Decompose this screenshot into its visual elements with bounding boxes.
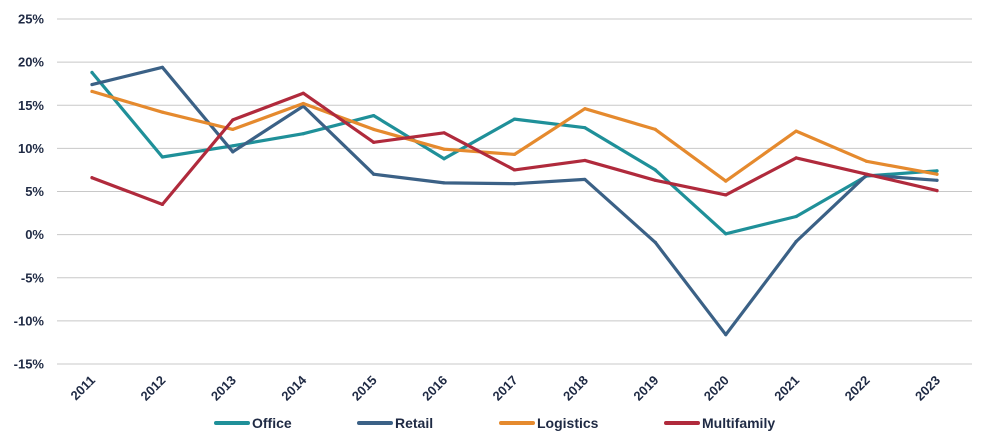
data-point-office bbox=[442, 157, 446, 161]
data-point-logistics bbox=[90, 89, 94, 94]
y-tick-label: -10% bbox=[14, 313, 45, 328]
legend-label: Retail bbox=[395, 415, 433, 431]
x-tick-label: 2011 bbox=[68, 373, 99, 404]
grid-layer bbox=[57, 18, 972, 365]
data-point-office bbox=[583, 126, 587, 130]
data-point-office bbox=[90, 70, 94, 75]
data-point-office bbox=[794, 214, 798, 219]
x-axis-ticks: 2011 2012 2013 2014 2015 2016 2017 2018 2019 2020… bbox=[68, 372, 944, 404]
series-multifamily bbox=[90, 91, 939, 207]
data-point-multifamily bbox=[90, 176, 94, 180]
data-point-multifamily bbox=[512, 168, 517, 172]
data-point-logistics bbox=[372, 127, 376, 131]
data-point-office bbox=[653, 168, 657, 172]
data-point-multifamily bbox=[442, 131, 446, 135]
data-point-office bbox=[301, 132, 305, 136]
data-point-multifamily bbox=[583, 158, 587, 163]
data-point-multifamily bbox=[864, 172, 869, 176]
data-point-retail bbox=[724, 333, 728, 337]
data-point-office bbox=[372, 114, 376, 118]
legend-item-logistics: Logistics bbox=[499, 415, 599, 431]
x-tick-label: 2020 bbox=[701, 373, 732, 404]
x-tick-label: 2021 bbox=[771, 373, 802, 404]
legend: Office Retail Logistics Multifamily bbox=[214, 415, 775, 431]
data-point-retail bbox=[794, 239, 798, 244]
data-point-multifamily bbox=[794, 156, 798, 160]
y-tick-label: -5% bbox=[21, 270, 45, 285]
data-point-retail bbox=[160, 65, 165, 69]
y-tick-label: 20% bbox=[18, 55, 44, 70]
x-tick-label: 2014 bbox=[278, 372, 310, 404]
data-point-logistics bbox=[794, 129, 798, 133]
data-point-multifamily bbox=[301, 91, 305, 95]
x-tick-label: 2023 bbox=[912, 373, 943, 404]
data-point-logistics bbox=[583, 107, 587, 111]
series-office bbox=[90, 70, 939, 236]
data-point-multifamily bbox=[160, 202, 165, 207]
series-line-retail bbox=[90, 65, 939, 337]
data-point-logistics bbox=[160, 110, 165, 114]
x-tick-label: 2022 bbox=[842, 373, 873, 404]
x-tick-label: 2017 bbox=[490, 373, 521, 404]
data-point-office bbox=[231, 144, 235, 148]
data-point-logistics bbox=[935, 172, 939, 176]
data-point-logistics bbox=[301, 101, 305, 106]
series-logistics bbox=[90, 89, 939, 183]
legend-item-multifamily: Multifamily bbox=[664, 415, 775, 431]
legend-item-office: Office bbox=[214, 415, 292, 431]
data-point-retail bbox=[231, 150, 235, 154]
data-point-multifamily bbox=[935, 189, 939, 193]
data-point-logistics bbox=[653, 127, 657, 131]
data-point-office bbox=[935, 169, 939, 173]
data-point-multifamily bbox=[724, 193, 728, 197]
data-point-logistics bbox=[864, 159, 869, 163]
data-point-retail bbox=[90, 82, 94, 87]
data-point-retail bbox=[372, 172, 376, 176]
y-tick-label: -15% bbox=[14, 357, 45, 372]
x-tick-label: 2012 bbox=[137, 373, 168, 404]
x-tick-label: 2019 bbox=[630, 373, 661, 404]
series-retail bbox=[90, 65, 939, 337]
data-point-office bbox=[512, 117, 517, 121]
data-point-logistics bbox=[724, 179, 728, 183]
y-axis-ticks: -15% -10% -5% 0% 5% 10% 15% 20% 25% bbox=[14, 12, 45, 372]
legend-label: Logistics bbox=[537, 415, 599, 431]
series-layer bbox=[90, 65, 939, 337]
x-tick-label: 2018 bbox=[560, 373, 591, 404]
y-tick-label: 15% bbox=[18, 98, 44, 113]
x-tick-label: 2016 bbox=[419, 373, 450, 404]
legend-item-retail: Retail bbox=[357, 415, 433, 431]
y-tick-label: 5% bbox=[25, 184, 44, 199]
y-tick-label: 0% bbox=[25, 227, 44, 242]
data-point-multifamily bbox=[231, 118, 235, 122]
data-point-logistics bbox=[512, 152, 517, 157]
x-tick-label: 2013 bbox=[208, 373, 239, 404]
data-point-retail bbox=[512, 182, 517, 186]
data-point-retail bbox=[653, 240, 657, 244]
data-point-logistics bbox=[442, 147, 446, 151]
y-tick-label: 25% bbox=[18, 12, 44, 27]
data-point-retail bbox=[583, 177, 587, 182]
x-tick-label: 2015 bbox=[349, 373, 380, 404]
data-point-retail bbox=[935, 178, 939, 182]
data-point-retail bbox=[442, 181, 446, 185]
y-tick-label: 10% bbox=[18, 141, 44, 156]
data-point-office bbox=[160, 155, 165, 159]
data-point-office bbox=[724, 232, 728, 236]
legend-label: Office bbox=[252, 415, 292, 431]
data-point-multifamily bbox=[653, 178, 657, 182]
data-point-logistics bbox=[231, 127, 235, 131]
data-point-multifamily bbox=[372, 140, 376, 144]
legend-label: Multifamily bbox=[702, 415, 775, 431]
